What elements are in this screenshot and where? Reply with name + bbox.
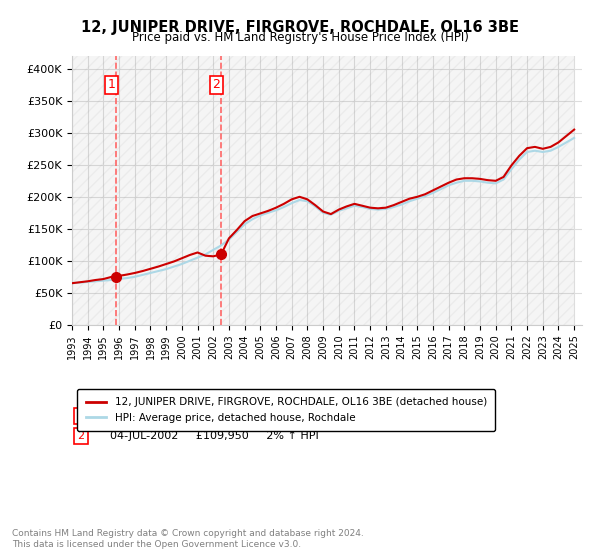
Text: 2: 2 — [212, 78, 220, 91]
Legend: 12, JUNIPER DRIVE, FIRGROVE, ROCHDALE, OL16 3BE (detached house), HPI: Average p: 12, JUNIPER DRIVE, FIRGROVE, ROCHDALE, O… — [77, 389, 495, 431]
Text: 1: 1 — [107, 78, 115, 91]
Text: 27-OCT-1995     £74,750     9% ↑ HPI: 27-OCT-1995 £74,750 9% ↑ HPI — [103, 411, 316, 421]
Text: 2: 2 — [77, 431, 84, 441]
Text: Contains HM Land Registry data © Crown copyright and database right 2024.
This d: Contains HM Land Registry data © Crown c… — [12, 529, 364, 549]
Text: 12, JUNIPER DRIVE, FIRGROVE, ROCHDALE, OL16 3BE: 12, JUNIPER DRIVE, FIRGROVE, ROCHDALE, O… — [81, 20, 519, 35]
Text: 04-JUL-2002     £109,950     2% ↑ HPI: 04-JUL-2002 £109,950 2% ↑ HPI — [103, 431, 319, 441]
Text: 1: 1 — [77, 411, 84, 421]
Text: Price paid vs. HM Land Registry's House Price Index (HPI): Price paid vs. HM Land Registry's House … — [131, 31, 469, 44]
